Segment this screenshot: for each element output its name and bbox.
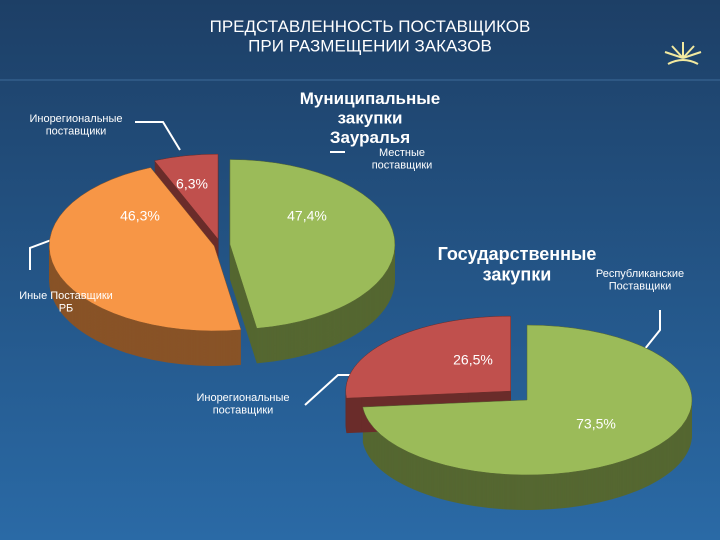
leader-line [135, 121, 181, 151]
chart-title: Государственные закупки [438, 244, 597, 285]
pie-slice [362, 324, 693, 476]
pie-slice [229, 159, 396, 329]
chart-title: Муниципальные закупки Зауралья [300, 89, 440, 147]
category-label: Местные поставщики [372, 147, 433, 172]
category-label: Инорегиональные поставщики [29, 113, 122, 138]
category-label: Инорегиональные поставщики [196, 392, 289, 417]
value-label: 26,5% [453, 352, 493, 368]
value-label: 46,3% [120, 208, 160, 224]
logo [664, 42, 702, 65]
slide-title: ПРЕДСТАВЛЕННОСТЬ ПОСТАВЩИКОВ ПРИ РАЗМЕЩЕН… [210, 17, 531, 56]
leader-line [639, 310, 661, 356]
pie-slice [48, 167, 242, 332]
pie-slice [153, 153, 219, 240]
value-label: 73,5% [576, 416, 616, 432]
category-label: Республиканские Поставщики [596, 268, 684, 293]
pie-slice [345, 315, 511, 399]
value-label: 6,3% [176, 176, 208, 192]
value-label: 47,4% [287, 208, 327, 224]
category-label: Иные Поставщики РБ [19, 290, 113, 315]
